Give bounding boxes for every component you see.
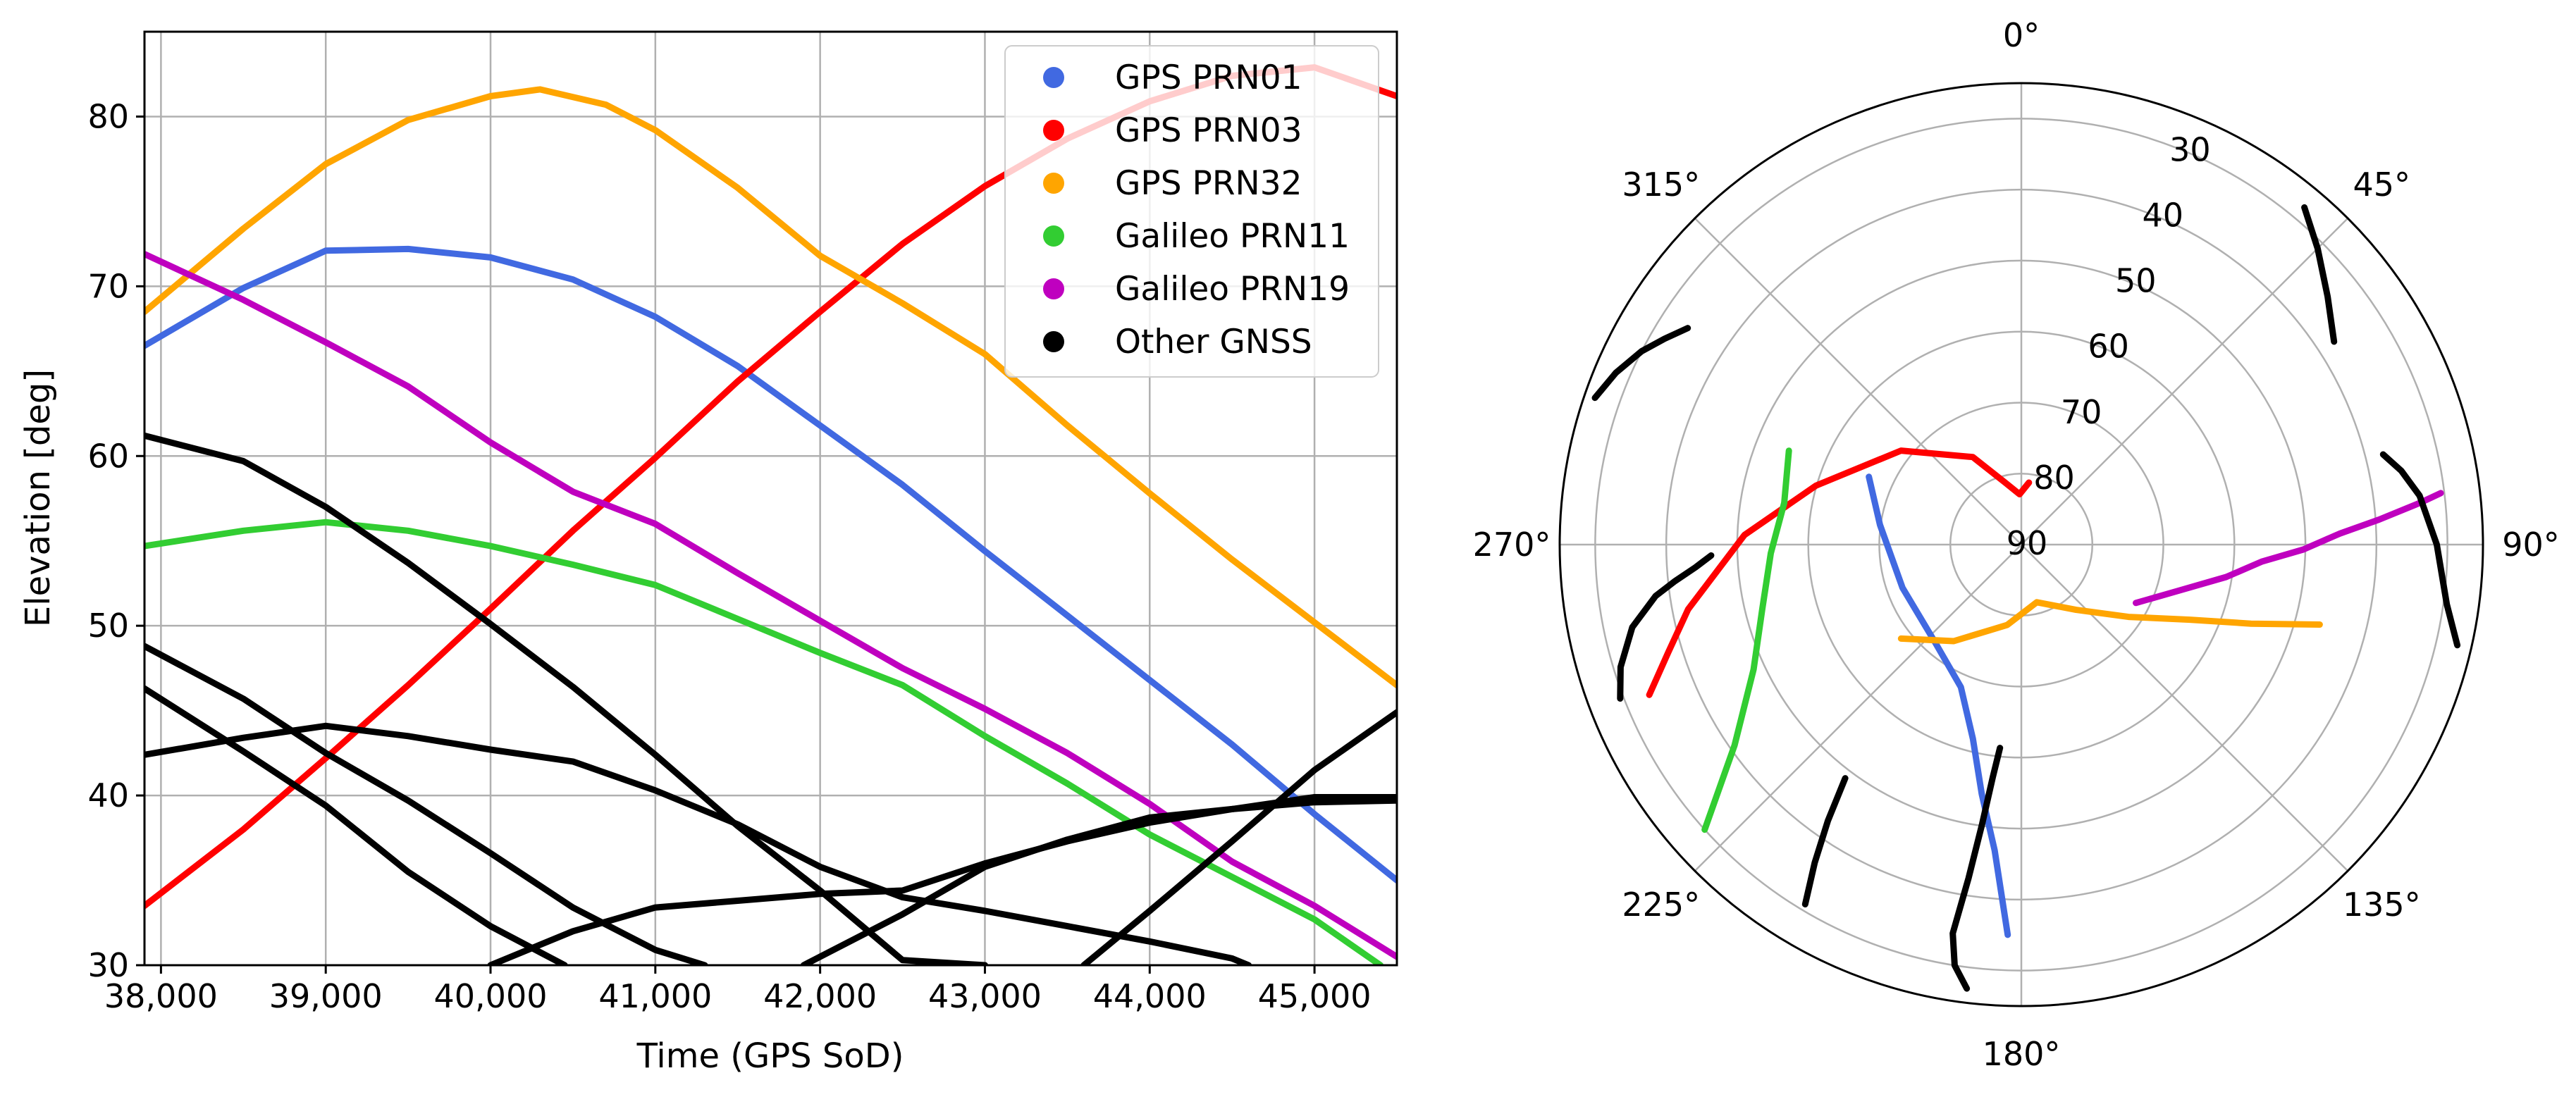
x-tick-label: 43,000 bbox=[928, 977, 1042, 1015]
series-line-gps-prn01 bbox=[144, 245, 1397, 883]
x-tick-label: 44,000 bbox=[1093, 977, 1207, 1015]
skyplot-track-gps-prn32 bbox=[1897, 599, 2323, 645]
azimuth-label: 0° bbox=[2003, 16, 2040, 54]
series-line-other-gnss-1 bbox=[144, 432, 988, 965]
legend-marker-gps-prn03 bbox=[1043, 120, 1064, 141]
y-tick-label: 30 bbox=[87, 946, 129, 984]
series-line-other-gnss-6 bbox=[800, 797, 1397, 965]
skyplot-track-galileo-prn11 bbox=[1701, 447, 1792, 833]
legend-label: Other GNSS bbox=[1115, 323, 1312, 361]
skyplot: 0° 45° 90° 135° 180° 225° 270° 315° 30 40 50 60 70 8… bbox=[1473, 16, 2560, 1073]
azimuth-label: 270° bbox=[1473, 526, 1551, 564]
azimuth-label: 225° bbox=[1622, 886, 1700, 924]
elevation-tick-label: 60 bbox=[2088, 328, 2129, 366]
skyplot-track-other-gnss-4 bbox=[1591, 325, 1691, 402]
series-line-other-gnss-5 bbox=[487, 794, 1397, 965]
azimuth-spoke bbox=[2021, 217, 2349, 545]
azimuth-labels: 0° 45° 90° 135° 180° 225° 270° 315° bbox=[1473, 16, 2560, 1073]
skyplot-track-other-gnss-6 bbox=[2379, 451, 2461, 649]
azimuth-spoke bbox=[1694, 217, 2022, 545]
y-axis-ticks: 30 40 50 60 70 80 bbox=[87, 97, 144, 984]
elevation-tick-label: 40 bbox=[2143, 197, 2184, 235]
series-group bbox=[144, 64, 1397, 965]
legend-marker-other-gnss bbox=[1043, 331, 1064, 352]
legend-marker-gps-prn01 bbox=[1043, 67, 1064, 88]
azimuth-label: 45° bbox=[2353, 166, 2410, 204]
x-axis-ticks: 38,000 39,000 40,000 41,000 42,000 43,000 44,0… bbox=[104, 965, 1372, 1015]
legend-marker-galileo-prn11 bbox=[1043, 225, 1064, 247]
elevation-tick-label: 70 bbox=[2061, 393, 2102, 431]
y-axis-title: Elevation [deg] bbox=[18, 369, 58, 627]
x-tick-label: 42,000 bbox=[763, 977, 877, 1015]
x-tick-label: 45,000 bbox=[1258, 977, 1372, 1015]
x-tick-label: 38,000 bbox=[104, 977, 218, 1015]
y-tick-label: 50 bbox=[87, 607, 129, 645]
skyplot-track-other-gnss-1 bbox=[1949, 745, 2004, 992]
skyplot-boundary bbox=[1558, 82, 2484, 1007]
azimuth-spoke bbox=[1694, 544, 2022, 872]
skyplot-track-gps-prn03 bbox=[1646, 447, 2033, 698]
elevation-tick-label: 30 bbox=[2169, 130, 2211, 168]
azimuth-label: 180° bbox=[1983, 1035, 2061, 1073]
y-tick-label: 80 bbox=[87, 97, 129, 135]
skyplot-track-other-gnss-3 bbox=[1617, 552, 1715, 702]
azimuth-spoke bbox=[2021, 544, 2349, 872]
skyplot-track-galileo-prn19 bbox=[2133, 490, 2444, 607]
series-line-gps-prn32 bbox=[144, 86, 1397, 688]
elevation-time-chart: 38,000 39,000 40,000 41,000 42,000 43,000 44,0… bbox=[18, 30, 1398, 1076]
legend-label: Galileo PRN19 bbox=[1115, 270, 1350, 309]
series-line-other-gnss-7 bbox=[1080, 709, 1397, 965]
legend-label: GPS PRN32 bbox=[1115, 164, 1302, 203]
skyplot-tracks bbox=[1591, 204, 2461, 992]
elevation-tick-label: 50 bbox=[2115, 262, 2157, 300]
y-tick-label: 70 bbox=[87, 267, 129, 305]
azimuth-label: 135° bbox=[2343, 886, 2421, 924]
azimuth-label: 315° bbox=[1622, 166, 1700, 204]
legend: GPS PRN01 GPS PRN03 GPS PRN32 Galileo PRN11… bbox=[1004, 45, 1379, 378]
y-tick-label: 60 bbox=[87, 437, 129, 475]
legend-box bbox=[1004, 45, 1379, 378]
x-axis-title: Time (GPS SoD) bbox=[636, 1036, 904, 1076]
y-tick-label: 40 bbox=[87, 776, 129, 814]
x-tick-label: 39,000 bbox=[269, 977, 383, 1015]
skyplot-track-other-gnss-2 bbox=[1801, 775, 1849, 907]
legend-marker-gps-prn32 bbox=[1043, 173, 1064, 194]
series-line-galileo-prn11 bbox=[144, 519, 1384, 965]
legend-marker-galileo-prn19 bbox=[1043, 278, 1064, 299]
skyplot-track-other-gnss-5 bbox=[2301, 204, 2338, 345]
legend-label: Galileo PRN11 bbox=[1115, 217, 1350, 256]
x-tick-label: 41,000 bbox=[598, 977, 712, 1015]
series-line-galileo-prn19 bbox=[144, 251, 1397, 960]
elevation-tick-label: 80 bbox=[2033, 459, 2075, 497]
skyplot-track-gps-prn01 bbox=[1866, 473, 2011, 938]
x-tick-label: 40,000 bbox=[434, 977, 548, 1015]
series-line-other-gnss-2 bbox=[144, 643, 708, 965]
elevation-labels: 30 40 50 60 70 80 90 bbox=[2007, 130, 2211, 562]
legend-label: GPS PRN03 bbox=[1115, 111, 1302, 150]
azimuth-label: 90° bbox=[2502, 526, 2560, 564]
legend-label: GPS PRN01 bbox=[1115, 58, 1302, 97]
elevation-tick-label: 90 bbox=[2007, 524, 2048, 562]
azimuth-spokes bbox=[1560, 83, 2483, 1006]
plot-frame bbox=[143, 30, 1398, 967]
